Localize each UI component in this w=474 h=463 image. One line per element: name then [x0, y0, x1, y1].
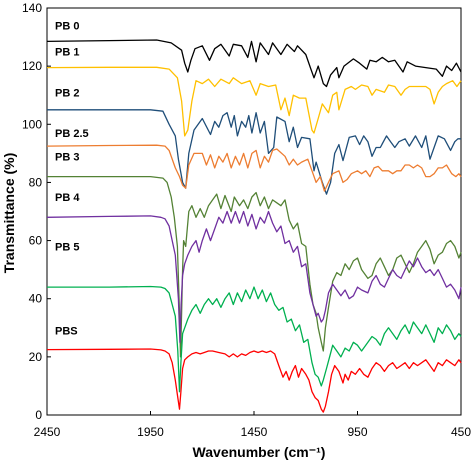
series-label-pb-5: PB 5 — [55, 241, 79, 253]
series-label-pb-4: PB 4 — [55, 192, 80, 204]
x-tick-label: 950 — [347, 425, 367, 439]
series-label-pb-2-5: PB 2.5 — [55, 128, 89, 140]
series-line-pb-4 — [46, 210, 462, 343]
plot-frame — [46, 7, 462, 416]
x-tick-label: 2450 — [34, 425, 61, 439]
x-tick-label: 450 — [451, 425, 471, 439]
series-line-pb-0 — [46, 39, 462, 88]
y-tick-label: 140 — [22, 1, 42, 15]
series-label-pb-2: PB 2 — [55, 87, 79, 99]
y-tick-label: 20 — [29, 350, 43, 364]
y-tick-label: 0 — [35, 408, 42, 422]
series-line-pb-5 — [47, 285, 462, 393]
series-label-pbs: PBS — [55, 326, 78, 338]
series-line-pb-1 — [46, 66, 462, 137]
y-tick-label: 80 — [29, 175, 43, 189]
y-tick-label: 40 — [29, 292, 43, 306]
y-axis-label: Transmittance (%) — [1, 153, 17, 274]
series-label-pb-3: PB 3 — [55, 151, 79, 163]
y-tick-label: 100 — [22, 117, 42, 131]
plot-area-border — [46, 7, 462, 416]
x-axis-label: Wavenumber (cm⁻¹) — [193, 444, 326, 460]
series-line-pbs — [46, 348, 462, 413]
y-tick-label: 120 — [22, 59, 42, 73]
x-tick-label: 1450 — [241, 425, 268, 439]
series-label-pb-1: PB 1 — [55, 47, 79, 59]
series-line-pb-3 — [47, 175, 462, 358]
axis-layer: 0 20 40 60 80 100 120 140 2450 1950 1450 950 450 — [22, 1, 471, 439]
series-label-layer: PB 0 PB 1 PB 2 PB 2.5 PB 3 PB 4 PB 5 PBS — [55, 20, 89, 337]
series-label-pb-0: PB 0 — [55, 20, 79, 32]
series-layer — [46, 39, 462, 413]
y-tick-label: 60 — [29, 234, 43, 248]
series-line-pb-2-5 — [46, 144, 462, 192]
x-tick-label: 1950 — [137, 425, 164, 439]
series-line-pb-2 — [47, 109, 461, 195]
